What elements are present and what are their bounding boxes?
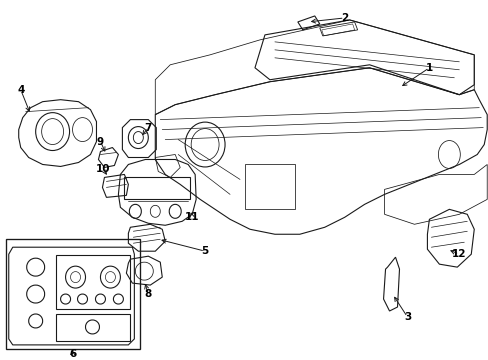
Text: 4: 4 <box>17 85 24 95</box>
Text: 5: 5 <box>201 246 208 256</box>
Text: 8: 8 <box>144 289 152 299</box>
Text: 10: 10 <box>96 165 110 175</box>
Text: 6: 6 <box>69 349 76 359</box>
Text: 11: 11 <box>184 212 199 222</box>
Text: 7: 7 <box>144 123 152 132</box>
Text: 1: 1 <box>425 63 432 73</box>
Text: 9: 9 <box>97 136 104 147</box>
Text: 3: 3 <box>403 312 410 322</box>
Text: 2: 2 <box>340 13 347 23</box>
Text: 12: 12 <box>451 249 466 259</box>
